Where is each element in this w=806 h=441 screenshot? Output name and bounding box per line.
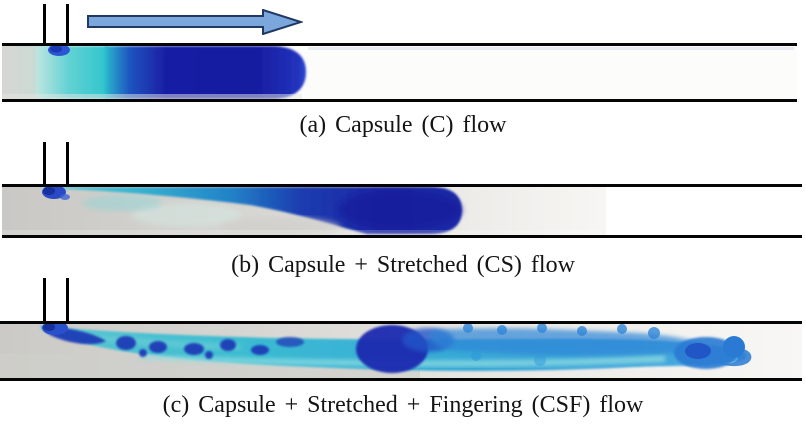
injector-line — [43, 278, 46, 323]
injector-line — [66, 4, 69, 45]
tube-photo-capsule-stretched — [2, 184, 802, 238]
caption-panel-c: (c) Capsule + Stretched + Fingering (CSF… — [162, 392, 644, 418]
injector-line — [66, 278, 69, 323]
flow-direction-arrow-icon — [87, 9, 303, 35]
tube-photo-capsule — [2, 43, 797, 102]
csf-flow-photo — [0, 324, 802, 378]
injector-line — [43, 142, 46, 186]
stretched-dye-wedge — [40, 187, 462, 235]
injection-blob — [48, 46, 70, 56]
tube-photo-capsule-stretched-fingering — [0, 321, 802, 381]
capsule-stretched-flow-photo — [2, 187, 802, 235]
injector-line — [66, 142, 69, 186]
caption-panel-a: (a) Capsule (C) flow — [299, 112, 507, 138]
caption-panel-b: (b) Capsule + Stretched (CS) flow — [231, 252, 575, 278]
injector-line — [43, 4, 46, 45]
injection-blob — [42, 187, 70, 200]
dye-capsule-shape — [105, 46, 306, 99]
fingering-front — [429, 324, 752, 369]
injection-blob — [42, 324, 68, 335]
capsule-flow-photo — [2, 46, 797, 99]
